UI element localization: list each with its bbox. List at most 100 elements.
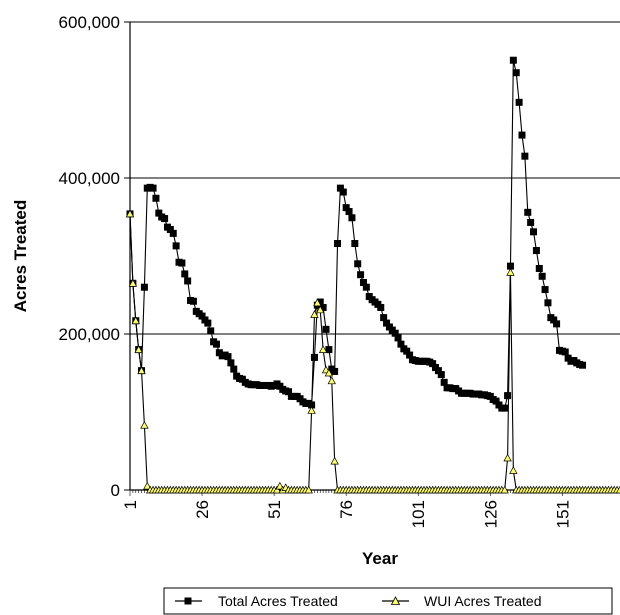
x-tick-label: 76 [337,500,356,519]
data-point-square [184,277,192,285]
y-tick-label: 600,000 [59,13,120,32]
data-point-square [515,98,523,106]
y-tick-label: 200,000 [59,325,120,344]
data-point-square [437,371,445,379]
data-point-square [397,340,405,348]
data-point-square [227,359,235,367]
data-point-square [166,225,174,233]
legend-item-wui: WUI Acres Treated [382,593,541,609]
x-tick-label: 1 [121,500,140,509]
data-point-square [512,69,520,77]
data-point-square [336,184,344,192]
data-point-square [342,204,350,212]
data-point-square [331,367,339,375]
legend-square-marker-icon [184,597,192,605]
data-point-square [189,297,197,305]
data-point-triangle [137,366,146,375]
data-point-square [535,264,543,272]
data-point-triangle [316,305,325,314]
data-point-square [440,378,448,386]
data-point-triangle [615,485,620,494]
data-point-square [140,283,148,291]
x-tick-label: 126 [481,500,500,528]
data-point-square [169,229,177,237]
data-point-triangle [128,278,138,287]
data-point-square [391,329,399,337]
data-point-triangle [140,420,149,429]
data-point-triangle [313,298,322,307]
data-point-square [310,353,318,361]
series-line [129,213,620,491]
data-point-triangle [134,345,143,353]
y-tick-label: 0 [111,481,120,500]
data-point-square [434,367,442,375]
data-point-square [357,271,365,279]
series-wui-acres [125,209,620,494]
data-point-square [359,279,367,287]
data-point-square [530,228,538,236]
x-tick-label: 26 [193,500,212,519]
data-point-square [161,215,169,223]
data-point-square [172,242,180,250]
data-point-triangle [500,485,509,494]
data-point-square [532,247,540,255]
y-tick-label: 400,000 [59,169,120,188]
data-point-square [429,360,437,368]
data-point-square [527,218,535,226]
data-point-square [394,334,402,342]
data-point-square [149,184,157,192]
legend-label-total: Total Acres Treated [218,593,338,609]
data-point-square [506,262,514,270]
data-point-square [348,214,356,222]
series [125,56,620,494]
data-point-square [579,361,587,369]
data-point-square [377,303,385,311]
data-point-square [403,347,411,355]
data-point-triangle [304,485,313,494]
series-line [129,60,583,409]
data-point-square [380,314,388,322]
data-point-square [212,340,220,348]
data-point-square [351,240,359,248]
data-point-square [544,299,552,307]
x-tick-label: 151 [553,500,572,528]
data-point-square [553,320,561,328]
data-point-square [561,348,569,356]
data-point-triangle [143,481,152,490]
data-point-triangle [131,316,140,325]
data-point-square [524,208,532,216]
data-point-triangle [310,310,319,318]
data-point-square [204,319,212,327]
data-point-triangle [506,268,515,276]
data-point-square [538,272,546,280]
y-axis-title: Acres Treated [11,200,30,312]
data-point-square [178,259,186,267]
data-point-square [334,240,342,248]
legend-label-wui: WUI Acres Treated [424,593,541,609]
data-point-triangle [503,453,512,462]
data-point-square [521,152,529,160]
data-point-square [362,283,370,291]
data-point-square [285,388,293,396]
data-point-square [509,56,517,64]
data-point-square [198,312,206,320]
data-point-square [406,351,414,359]
axes [124,21,620,496]
x-axis-title: Year [362,549,398,568]
data-point-square [319,303,327,311]
data-point-square [339,188,347,196]
legend: Total Acres Treated WUI Acres Treated [163,587,613,615]
data-point-triangle [307,406,316,414]
data-point-triangle [324,368,334,377]
x-tick-label: 101 [409,500,428,528]
data-point-square [230,365,238,373]
data-point-square [541,286,549,294]
legend-item-total: Total Acres Treated [175,593,338,609]
data-point-square [224,353,232,361]
data-point-square [152,194,160,202]
data-point-triangle [509,466,518,474]
data-point-triangle [330,456,339,465]
data-point-square [504,392,512,400]
legend-triangle-marker-icon [390,596,401,605]
